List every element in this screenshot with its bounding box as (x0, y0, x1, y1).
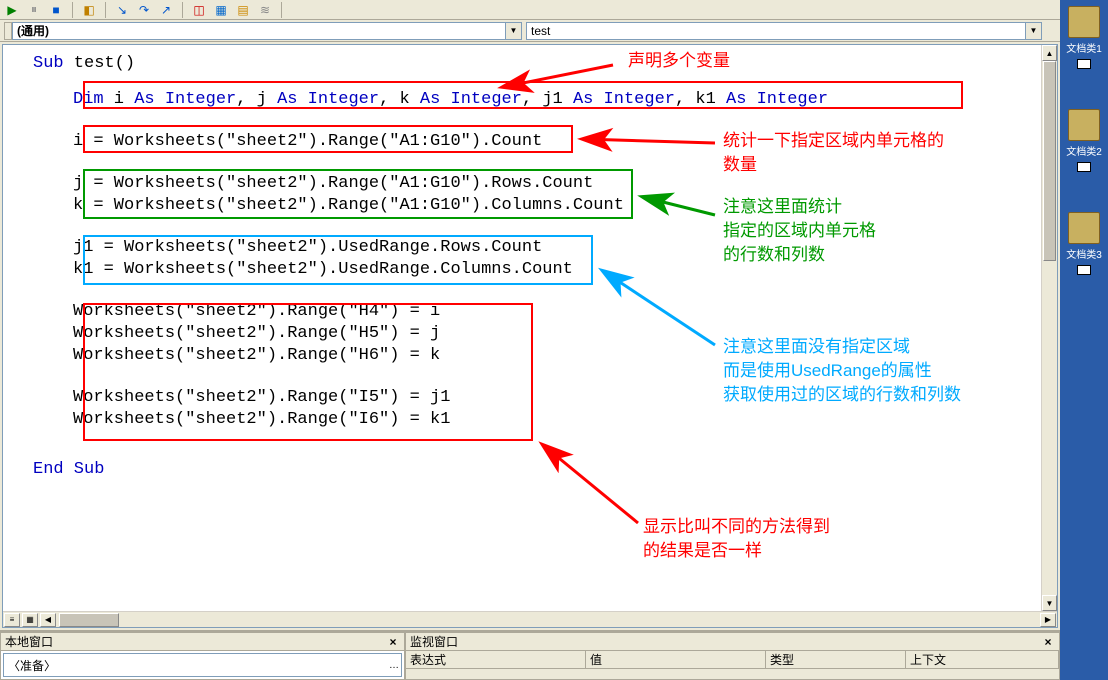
nav-toggle[interactable] (4, 22, 12, 40)
horizontal-scrollbar[interactable]: ≡ ▦ ◀ ▶ (3, 611, 1057, 627)
scroll-up-icon[interactable]: ▲ (1042, 45, 1057, 61)
step-over-icon[interactable]: ↷ (136, 2, 152, 18)
callstack-icon[interactable]: ≋ (257, 2, 273, 18)
procedure-dropdown[interactable]: test ▼ (526, 22, 1042, 40)
object-proc-row: (通用) ▼ test ▼ (0, 20, 1060, 42)
desktop-shortcut[interactable]: 文档类1 (1066, 6, 1102, 69)
scroll-thumb-h[interactable] (59, 613, 119, 627)
full-view-icon[interactable]: ▦ (22, 613, 38, 627)
scroll-right-icon[interactable]: ▶ (1040, 613, 1056, 627)
watch-panel-title: 监视窗口 (410, 633, 458, 650)
desktop-label: 文档类1 (1066, 40, 1102, 55)
watch-col-type[interactable]: 类型 (766, 651, 906, 668)
design-icon[interactable]: ◧ (81, 2, 97, 18)
scroll-down-icon[interactable]: ▼ (1042, 595, 1057, 611)
annotation-count-cells: 统计一下指定区域内单元格的 数量 (723, 129, 944, 177)
bottom-panels: 本地窗口 × 〈准备〉 … 监视窗口 × 表达式 值 (0, 630, 1060, 680)
sub-name: test() (64, 54, 135, 73)
break-icon[interactable]: ⏸ (26, 2, 42, 18)
immediate-icon[interactable]: ▦ (213, 2, 229, 18)
code-line-h4: Worksheets("sheet2").Range("H4") = i (33, 301, 1041, 323)
shortcut-badge-icon (1077, 265, 1091, 275)
folder-icon (1068, 6, 1100, 38)
locals-panel: 本地窗口 × 〈准备〉 … (0, 632, 405, 680)
watch-col-expr[interactable]: 表达式 (406, 651, 586, 668)
scroll-thumb[interactable] (1043, 61, 1056, 261)
code-line-i6: Worksheets("sheet2").Range("I6") = k1 (33, 409, 1041, 431)
annotation-compare: 显示比叫不同的方法得到 的结果是否一样 (643, 515, 830, 563)
run-icon[interactable]: ▶ (4, 2, 20, 18)
annotation-rows-cols: 注意这里面统计 指定的区域内单元格 的行数和列数 (723, 195, 876, 267)
watch-columns: 表达式 值 类型 上下文 (406, 651, 1059, 669)
keyword-sub: Sub (33, 54, 64, 73)
desktop-label: 文档类2 (1066, 143, 1102, 158)
step-out-icon[interactable]: ↗ (158, 2, 174, 18)
code-content: Sub test() Dim i As Integer, j As Intege… (3, 45, 1041, 611)
object-dropdown[interactable]: (通用) ▼ (12, 22, 522, 40)
code-line-k1: k1 = Worksheets("sheet2").UsedRange.Colu… (33, 259, 1041, 281)
toolbar: ▶ ⏸ ■ ◧ ↘ ↷ ↗ ◫ ▦ ▤ ≋ (0, 0, 1060, 20)
dropdown-arrow-icon: ▼ (505, 23, 521, 39)
vertical-scrollbar[interactable]: ▲ ▼ (1041, 45, 1057, 611)
step-into-icon[interactable]: ↘ (114, 2, 130, 18)
shortcut-badge-icon (1077, 162, 1091, 172)
locals-input[interactable]: 〈准备〉 … (3, 653, 402, 677)
watch-col-context[interactable]: 上下文 (906, 651, 1059, 668)
shortcut-badge-icon (1077, 59, 1091, 69)
desktop-shortcut[interactable]: 文档类2 (1066, 109, 1102, 172)
watch-panel: 监视窗口 × 表达式 值 类型 上下文 (405, 632, 1060, 680)
locals-input-value: 〈准备〉 (8, 657, 56, 674)
code-line-k: k = Worksheets("sheet2").Range("A1:G10")… (33, 195, 1041, 217)
code-editor[interactable]: Sub test() Dim i As Integer, j As Intege… (2, 44, 1058, 628)
code-line-j1: j1 = Worksheets("sheet2").UsedRange.Rows… (33, 237, 1041, 259)
object-dropdown-value: (通用) (17, 22, 49, 39)
desktop-strip: 文档类1 文档类2 文档类3 (1060, 0, 1108, 680)
folder-icon (1068, 109, 1100, 141)
watch-col-value[interactable]: 值 (586, 651, 766, 668)
close-icon[interactable]: × (1041, 635, 1055, 649)
keyword-end-sub: End Sub (33, 460, 104, 479)
close-icon[interactable]: × (386, 635, 400, 649)
locals-panel-title: 本地窗口 (5, 633, 53, 650)
folder-icon (1068, 212, 1100, 244)
locals-icon[interactable]: ▤ (235, 2, 251, 18)
annotation-declare-vars: 声明多个变量 (628, 49, 730, 73)
watch-icon[interactable]: ◫ (191, 2, 207, 18)
dropdown-arrow-icon: ▼ (1025, 23, 1041, 39)
procedure-dropdown-value: test (531, 24, 550, 38)
scroll-left-icon[interactable]: ◀ (40, 613, 56, 627)
desktop-label: 文档类3 (1066, 246, 1102, 261)
proc-view-icon[interactable]: ≡ (4, 613, 20, 627)
annotation-usedrange: 注意这里面没有指定区域 而是使用UsedRange的属性 获取使用过的区域的行数… (723, 335, 961, 407)
desktop-shortcut[interactable]: 文档类3 (1066, 212, 1102, 275)
reset-icon[interactable]: ■ (48, 2, 64, 18)
